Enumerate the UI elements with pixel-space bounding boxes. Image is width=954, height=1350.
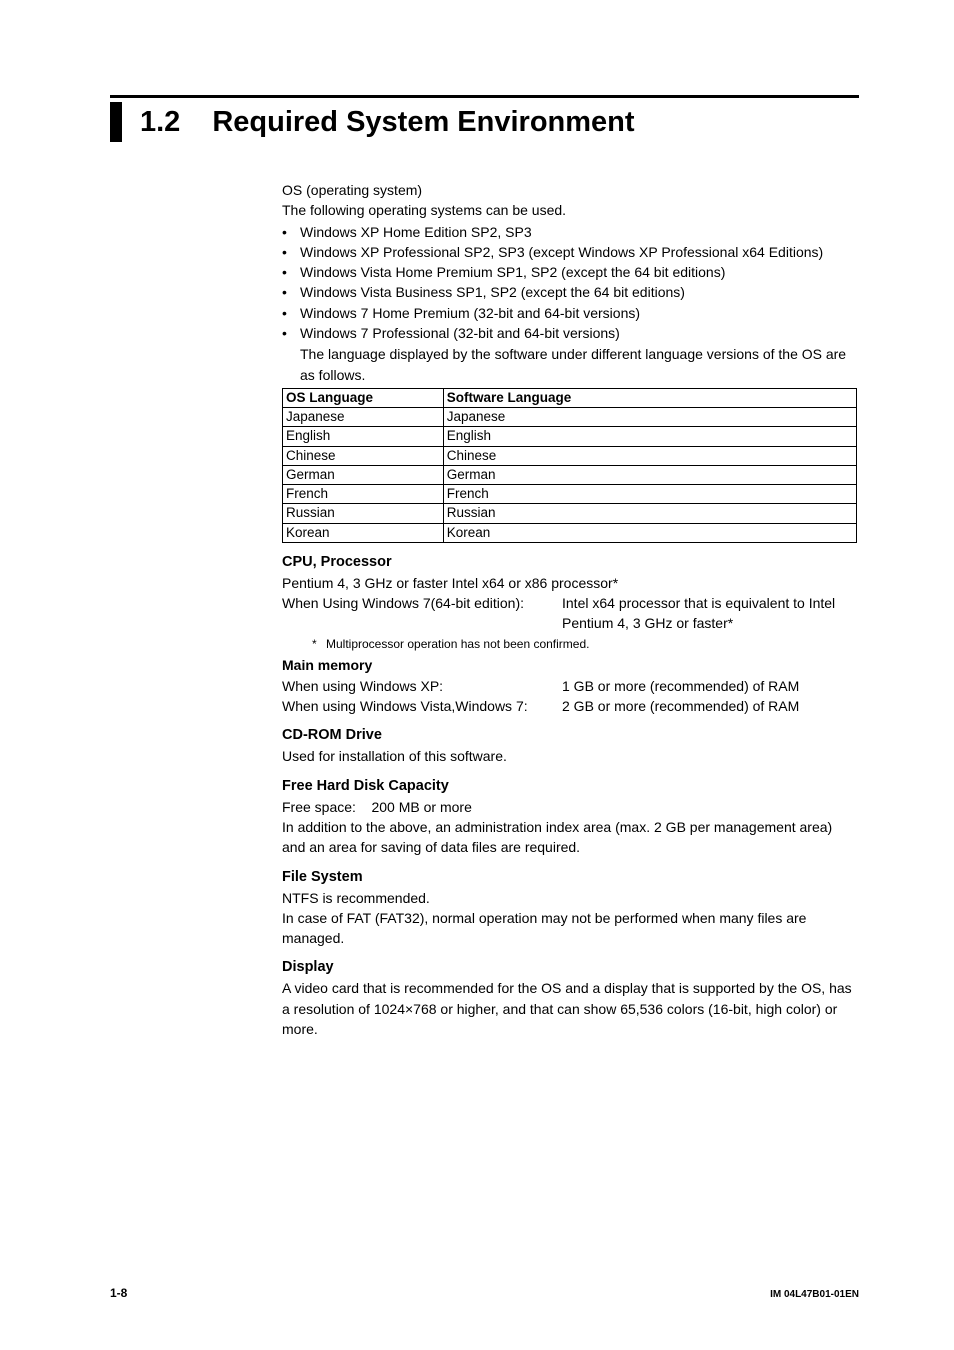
list-item: •Windows 7 Home Premium (32-bit and 64-b… (282, 303, 857, 323)
cpu-row-value: Intel x64 processor that is equivalent t… (562, 593, 857, 634)
fs-heading: File System (282, 867, 857, 888)
asterisk: * (312, 636, 326, 653)
table-cell: Russian (283, 504, 444, 523)
memory-row-value: 2 GB or more (recommended) of RAM (562, 696, 857, 716)
table-cell: French (443, 485, 856, 504)
footer-doc-id: IM 04L47B01-01EN (770, 1289, 859, 1300)
table-header: Software Language (443, 388, 856, 407)
content-body: OS (operating system) The following oper… (282, 180, 857, 1039)
table-cell: French (283, 485, 444, 504)
table-header: OS Language (283, 388, 444, 407)
fs-line: NTFS is recommended. (282, 888, 857, 908)
os-bullet-list: •Windows XP Home Edition SP2, SP3 •Windo… (282, 222, 857, 344)
cpu-value-line: Pentium 4, 3 GHz or faster* (562, 613, 857, 633)
table-cell: Chinese (283, 446, 444, 465)
title-bar (110, 102, 122, 142)
cpu-heading: CPU, Processor (282, 552, 857, 573)
section-number: 1.2 (140, 102, 180, 142)
table-cell: Chinese (443, 446, 856, 465)
memory-row-value: 1 GB or more (recommended) of RAM (562, 676, 857, 696)
table-row: ChineseChinese (283, 446, 857, 465)
list-item: •Windows Vista Business SP1, SP2 (except… (282, 282, 857, 302)
list-item: •Windows 7 Professional (32-bit and 64-b… (282, 323, 857, 343)
table-cell: English (443, 427, 856, 446)
table-cell: Korean (443, 523, 856, 542)
table-row: KoreanKorean (283, 523, 857, 542)
table-cell: Russian (443, 504, 856, 523)
cpu-note: * Multiprocessor operation has not been … (312, 636, 857, 653)
display-heading: Display (282, 957, 857, 978)
memory-row: When using Windows XP: 1 GB or more (rec… (282, 676, 857, 696)
list-item: •Windows XP Professional SP2, SP3 (excep… (282, 242, 857, 262)
cpu-row: When Using Windows 7(64-bit edition): In… (282, 593, 857, 634)
hdd-line: In addition to the above, an administrat… (282, 817, 857, 858)
memory-row-label: When using Windows XP: (282, 676, 562, 696)
language-table: OS Language Software Language JapaneseJa… (282, 388, 857, 543)
table-row: EnglishEnglish (283, 427, 857, 446)
table-row: RussianRussian (283, 504, 857, 523)
cpu-row-label: When Using Windows 7(64-bit edition): (282, 593, 562, 634)
os-heading: OS (operating system) (282, 180, 857, 200)
cdrom-text: Used for installation of this software. (282, 746, 857, 766)
fs-line: In case of FAT (FAT32), normal operation… (282, 908, 857, 949)
table-cell: German (283, 465, 444, 484)
page: 1.2 Required System Environment OS (oper… (0, 0, 954, 1350)
table-cell: English (283, 427, 444, 446)
bullet-text: Windows Vista Business SP1, SP2 (except … (300, 282, 857, 302)
hdd-line: Free space: 200 MB or more (282, 797, 857, 817)
bullet-text: Windows XP Home Edition SP2, SP3 (300, 222, 857, 242)
cpu-value-line: Intel x64 processor that is equivalent t… (562, 593, 857, 613)
os-followup: The language displayed by the software u… (300, 344, 857, 385)
note-text: Multiprocessor operation has not been co… (326, 636, 589, 653)
list-item: •Windows XP Home Edition SP2, SP3 (282, 222, 857, 242)
table-cell: German (443, 465, 856, 484)
table-header-row: OS Language Software Language (283, 388, 857, 407)
table-cell: Korean (283, 523, 444, 542)
list-item: •Windows Vista Home Premium SP1, SP2 (ex… (282, 262, 857, 282)
table-row: GermanGerman (283, 465, 857, 484)
memory-heading: Main memory (282, 655, 857, 675)
section-heading: 1.2 Required System Environment (110, 95, 859, 142)
section-title: Required System Environment (212, 102, 634, 142)
memory-row: When using Windows Vista,Windows 7: 2 GB… (282, 696, 857, 716)
bullet-text: Windows XP Professional SP2, SP3 (except… (300, 242, 857, 262)
display-text: A video card that is recommended for the… (282, 978, 857, 1039)
table-row: FrenchFrench (283, 485, 857, 504)
hdd-heading: Free Hard Disk Capacity (282, 776, 857, 797)
memory-row-label: When using Windows Vista,Windows 7: (282, 696, 562, 716)
table-cell: Japanese (443, 408, 856, 427)
os-intro: The following operating systems can be u… (282, 200, 857, 220)
bullet-text: Windows Vista Home Premium SP1, SP2 (exc… (300, 262, 857, 282)
cdrom-heading: CD-ROM Drive (282, 725, 857, 746)
table-row: JapaneseJapanese (283, 408, 857, 427)
bullet-text: Windows 7 Professional (32-bit and 64-bi… (300, 323, 857, 343)
table-cell: Japanese (283, 408, 444, 427)
bullet-text: Windows 7 Home Premium (32-bit and 64-bi… (300, 303, 857, 323)
cpu-line: Pentium 4, 3 GHz or faster Intel x64 or … (282, 573, 857, 593)
footer-page-number: 1-8 (110, 1286, 127, 1300)
